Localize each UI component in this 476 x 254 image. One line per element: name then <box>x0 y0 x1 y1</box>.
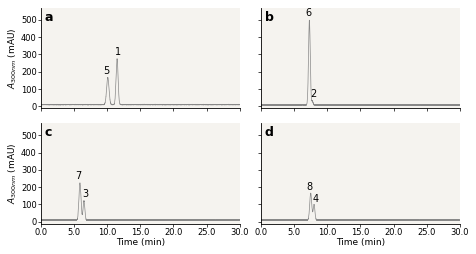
Text: 2: 2 <box>310 89 317 99</box>
Text: b: b <box>265 11 274 24</box>
Text: 8: 8 <box>307 182 312 192</box>
X-axis label: Time (min): Time (min) <box>116 238 165 247</box>
Text: 5: 5 <box>103 66 109 76</box>
Text: c: c <box>45 126 52 139</box>
Text: 3: 3 <box>82 189 88 199</box>
Text: 6: 6 <box>305 8 311 18</box>
Text: 7: 7 <box>76 171 82 181</box>
Text: 1: 1 <box>115 47 121 57</box>
Text: d: d <box>265 126 274 139</box>
Y-axis label: $A_{300nm}$ (mAU): $A_{300nm}$ (mAU) <box>7 27 20 89</box>
Text: 4: 4 <box>312 194 318 204</box>
X-axis label: Time (min): Time (min) <box>336 238 385 247</box>
Y-axis label: $A_{300nm}$ (mAU): $A_{300nm}$ (mAU) <box>7 142 20 204</box>
Text: a: a <box>45 11 53 24</box>
